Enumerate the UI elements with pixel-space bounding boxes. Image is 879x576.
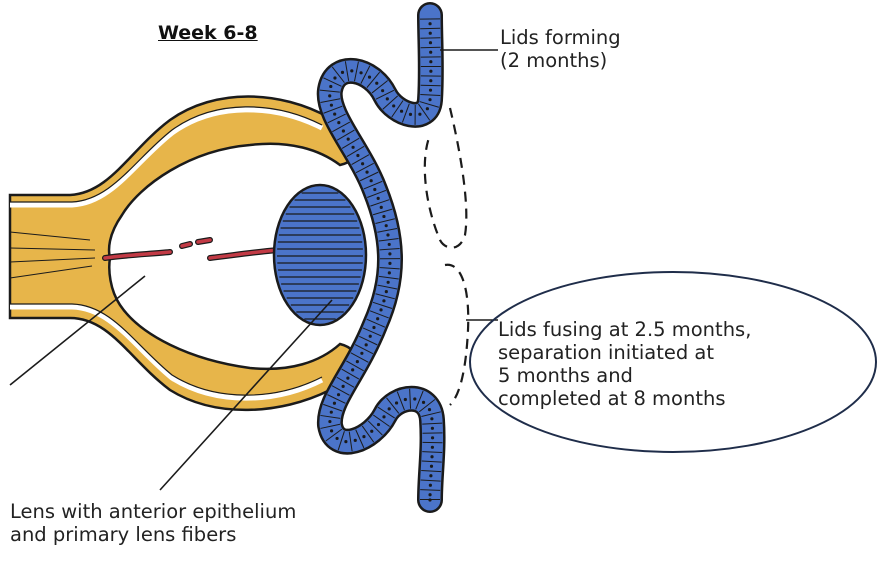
lids-fusing-label: Lids fusing at 2.5 months, separation in… — [498, 318, 751, 410]
leader-lines — [9, 49, 498, 491]
lids-fusing-line-3: 5 months and — [498, 364, 633, 387]
lids-forming-line-2: (2 months) — [500, 49, 608, 72]
lids-fusing-line-1: Lids fusing at 2.5 months, — [498, 318, 752, 341]
lids-forming-label: Lids forming (2 months) — [500, 26, 621, 72]
lids-fusing-line-2: separation initiated at — [498, 341, 715, 364]
lens-line-2: and primary lens fibers — [10, 523, 237, 546]
optic-cup — [8, 95, 358, 412]
diagram-title: Week 6-8 — [158, 22, 258, 44]
lens — [272, 183, 368, 327]
hyaloid-vessel — [102, 237, 281, 261]
lens-line-1: Lens with anterior epithelium — [10, 500, 297, 523]
lids-forming-line-1: Lids forming — [500, 26, 621, 49]
lens-label: Lens with anterior epithelium and primar… — [10, 500, 296, 546]
callout-ellipse — [469, 271, 877, 453]
dashed-lid-outline — [423, 107, 470, 406]
surface-ectoderm — [316, 2, 446, 513]
lids-fusing-line-4: completed at 8 months — [498, 387, 726, 410]
